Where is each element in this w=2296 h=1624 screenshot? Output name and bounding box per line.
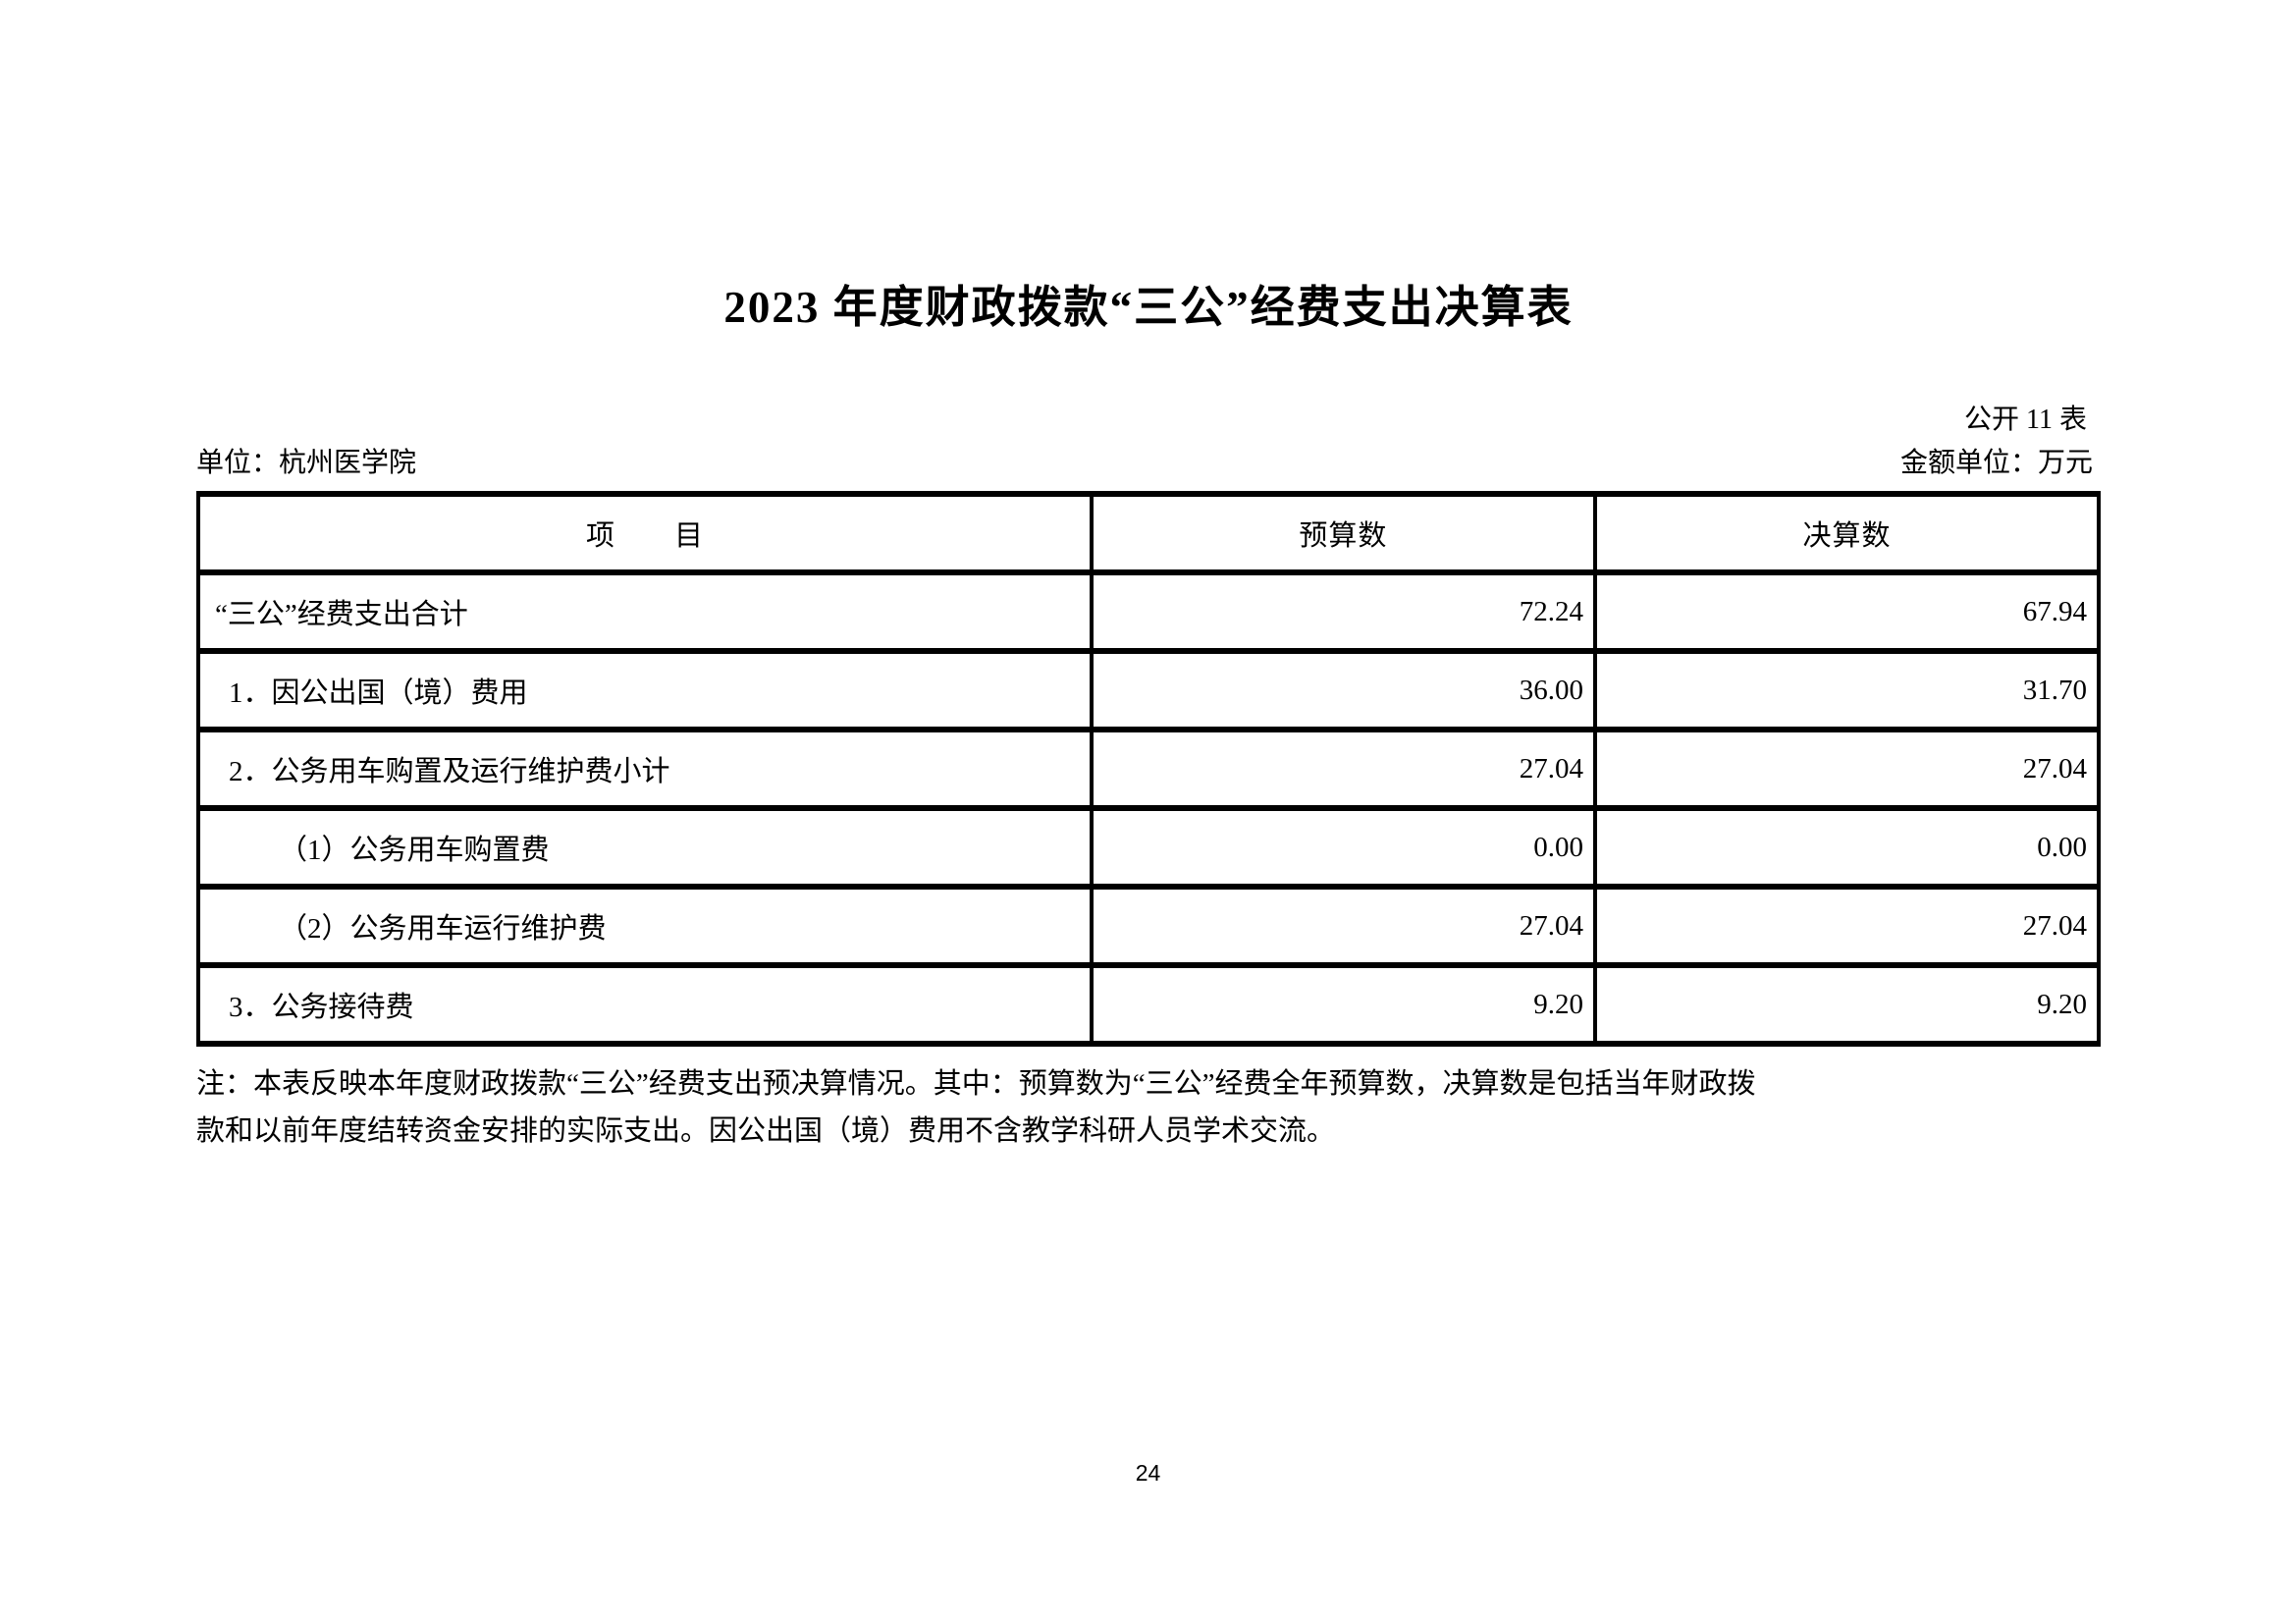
- header-final: 决算数: [1592, 491, 2102, 576]
- item-cell: （1）公务用车购置费: [196, 805, 1094, 891]
- footnote-line1: 注：本表反映本年度财政拨款“三公”经费支出预决算情况。其中：预算数为“三公”经费…: [196, 1068, 1756, 1101]
- table-body: “三公”经费支出合计 72.24 67.94 1．因公出国（境）费用 36.00…: [196, 569, 2102, 1048]
- table-row: （2）公务用车运行维护费 27.04 27.04: [196, 884, 2102, 969]
- footnote-line2: 款和以前年度结转资金安排的实际支出。因公出国（境）费用不含教学科研人员学术交流。: [196, 1115, 1336, 1148]
- budget-cell: 0.00: [1089, 805, 1597, 891]
- table-row: “三公”经费支出合计 72.24 67.94: [196, 569, 2102, 655]
- budget-cell: 27.04: [1089, 884, 1597, 969]
- final-cell: 31.70: [1592, 648, 2102, 733]
- page-title: 2023 年度财政拨款“三公”经费支出决算表: [723, 283, 1574, 332]
- item-cell: 2．公务用车购置及运行维护费小计: [196, 727, 1094, 812]
- page-number: 24: [1135, 1460, 1161, 1486]
- budget-cell: 72.24: [1089, 569, 1597, 655]
- footnote: 注：本表反映本年度财政拨款“三公”经费支出预决算情况。其中：预算数为“三公”经费…: [196, 1060, 2101, 1155]
- unit-label: 单位：杭州医学院: [196, 447, 417, 478]
- budget-cell: 36.00: [1089, 648, 1597, 733]
- final-cell: 67.94: [1592, 569, 2102, 655]
- item-cell: “三公”经费支出合计: [196, 569, 1094, 655]
- item-cell: （2）公务用车运行维护费: [196, 884, 1094, 969]
- header-row: 项 目 预算数 决算数: [196, 491, 2102, 576]
- budget-cell: 9.20: [1089, 962, 1597, 1048]
- table-row: 3．公务接待费 9.20 9.20: [196, 962, 2102, 1048]
- table-row: 2．公务用车购置及运行维护费小计 27.04 27.04: [196, 727, 2102, 812]
- table-row: （1）公务用车购置费 0.00 0.00: [196, 805, 2102, 891]
- final-cell: 9.20: [1592, 962, 2102, 1048]
- final-cell: 27.04: [1592, 884, 2102, 969]
- meta-row: 单位：杭州医学院 金额单位：万元: [196, 447, 2101, 480]
- three-public-expense-table: 项 目 预算数 决算数 “三公”经费支出合计 72.24 67.94 1．因公出…: [196, 491, 2102, 1048]
- header-item: 项 目: [196, 491, 1094, 576]
- amount-unit-label: 金额单位：万元: [1899, 447, 2093, 478]
- final-cell: 0.00: [1592, 805, 2102, 891]
- table-row: 1．因公出国（境）费用 36.00 31.70: [196, 648, 2102, 733]
- table-code-label: 公开 11 表: [1964, 405, 2087, 436]
- item-cell: 3．公务接待费: [196, 962, 1094, 1048]
- header-budget: 预算数: [1089, 491, 1597, 576]
- item-cell: 1．因公出国（境）费用: [196, 648, 1094, 733]
- final-cell: 27.04: [1592, 727, 2102, 812]
- budget-cell: 27.04: [1089, 727, 1597, 812]
